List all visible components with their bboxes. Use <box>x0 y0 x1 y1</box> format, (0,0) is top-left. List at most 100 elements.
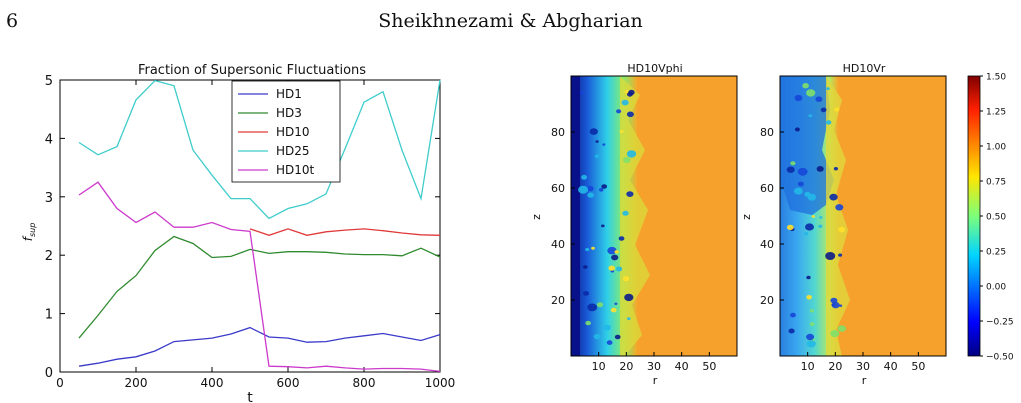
vortex <box>601 224 605 228</box>
colorbar-tick-label: 0.75 <box>986 178 1006 188</box>
colorbar-tick-label: 1.25 <box>986 108 1006 118</box>
vortex <box>585 247 590 252</box>
vortex <box>804 191 811 197</box>
x-tick-label: 30 <box>647 360 661 373</box>
vortex <box>806 89 816 97</box>
vortex <box>830 330 840 338</box>
vortex <box>806 295 812 300</box>
vortex <box>614 302 618 305</box>
vortex <box>607 246 617 255</box>
y-tick-label: 0 <box>45 366 53 381</box>
vortex <box>614 250 619 254</box>
series-line-hd10t <box>78 181 441 373</box>
vortex <box>623 156 631 164</box>
vortex <box>794 94 803 102</box>
colorbar-tick-label: 1.50 <box>986 73 1006 83</box>
vortex <box>582 291 590 296</box>
x-tick-label: 50 <box>911 360 925 373</box>
x-tick-label: 600 <box>277 376 300 390</box>
vortex <box>835 204 844 211</box>
y-tick-label: 5 <box>45 74 53 89</box>
x-tick-label: 40 <box>675 360 689 373</box>
vortex <box>608 265 615 271</box>
x-tick-label: 30 <box>856 360 870 373</box>
y-axis-label: z <box>740 214 753 220</box>
vortex <box>797 181 804 187</box>
vortex <box>815 96 823 102</box>
vortex <box>626 191 634 198</box>
vortex <box>627 317 631 321</box>
vortex <box>622 276 630 282</box>
vortex <box>593 333 601 340</box>
vortex <box>818 224 823 228</box>
vortex <box>786 224 794 231</box>
vortex <box>838 226 846 233</box>
y-tick-label: 80 <box>760 126 774 139</box>
vortex <box>826 87 830 90</box>
y-tick-label: 80 <box>551 126 565 139</box>
vortex <box>606 340 613 345</box>
y-tick-label: 2 <box>45 249 53 264</box>
heatmap-mixing-front <box>620 76 650 356</box>
heatmap-jet-core <box>571 76 580 356</box>
vortex <box>578 185 589 194</box>
vortex <box>626 150 637 158</box>
vortex <box>626 111 634 118</box>
vortex <box>601 184 608 189</box>
vortex <box>616 109 622 114</box>
vortex <box>580 91 584 95</box>
heatmap-frame <box>779 75 947 357</box>
vortex <box>811 215 816 218</box>
x-axis-label: r <box>653 374 658 387</box>
x-tick-label: 1000 <box>425 376 456 390</box>
vortex <box>809 322 815 326</box>
vortex <box>819 216 823 219</box>
vortex <box>589 128 598 135</box>
plot-frame <box>59 79 441 373</box>
vortex <box>806 275 811 280</box>
x-tick-label: 20 <box>619 360 633 373</box>
legend: HD1 HD3 HD10 HD25 HD10t <box>231 80 341 183</box>
x-tick-label: 0 <box>56 376 64 390</box>
vortex <box>839 304 843 307</box>
vortex <box>838 253 843 257</box>
vortex <box>596 302 604 308</box>
series-line-hd3 <box>78 235 441 339</box>
vortex <box>583 265 588 269</box>
vortex <box>805 223 814 231</box>
vortex <box>806 333 815 341</box>
heatmap-title: HD10Vphi <box>627 62 682 75</box>
page-number: 6 <box>6 10 19 32</box>
vortex <box>794 187 803 195</box>
vortex <box>825 252 836 260</box>
vortex <box>587 192 595 198</box>
running-head: Sheikhnezami & Abgharian <box>378 10 643 32</box>
vortex <box>804 232 809 236</box>
heatmap-frame <box>570 75 738 357</box>
y-tick-label: 20 <box>760 294 774 307</box>
legend-label: HD3 <box>276 106 302 120</box>
vortex <box>788 328 795 334</box>
colorbar-gradient <box>967 75 981 357</box>
colorbar-tick-label: −0.50 <box>986 353 1014 363</box>
vortex <box>806 340 816 348</box>
vortex <box>790 312 796 318</box>
heatmap-mixing-front <box>826 76 850 356</box>
vortex <box>829 193 838 201</box>
vortex <box>622 210 629 216</box>
y-tick-label: 20 <box>551 294 565 307</box>
vortex <box>618 236 625 241</box>
y-tick-label: 3 <box>45 191 53 206</box>
vortex <box>794 127 800 132</box>
vortex <box>591 246 595 250</box>
vortex <box>602 143 606 146</box>
vortex <box>809 309 814 313</box>
vortex <box>790 161 796 166</box>
colorbar-tick-label: 0.00 <box>986 283 1006 293</box>
x-tick-label: 20 <box>828 360 842 373</box>
vortex <box>619 130 624 133</box>
vortex <box>837 325 846 332</box>
y-tick-label: 1 <box>45 308 53 323</box>
vortex <box>581 174 588 180</box>
